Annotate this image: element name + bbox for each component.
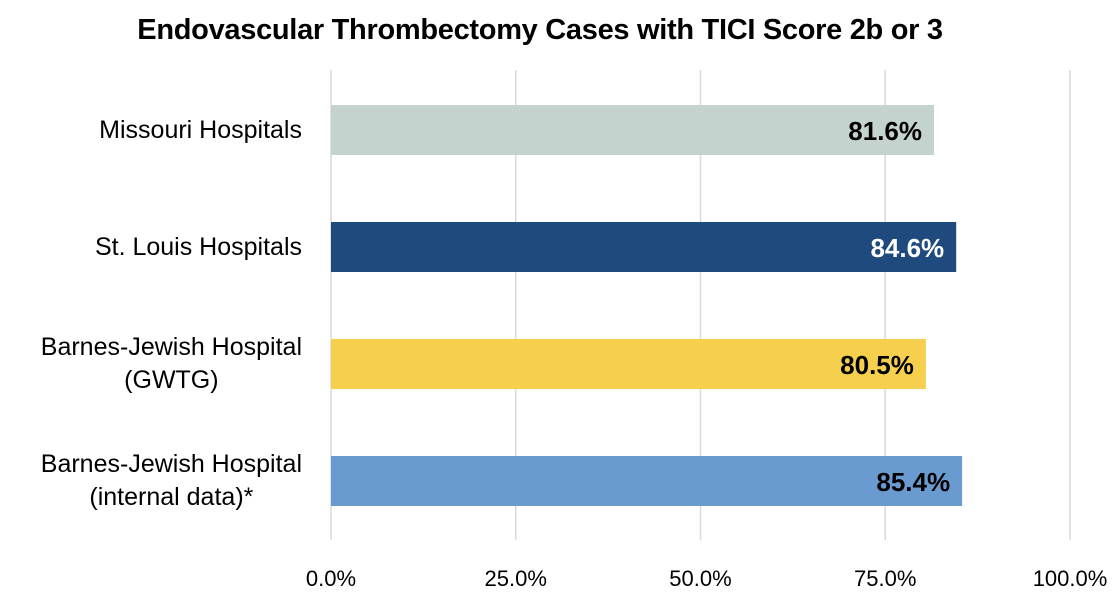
data-label-1: 84.6% xyxy=(870,233,944,263)
category-label-2-line-0: Barnes-Jewish Hospital xyxy=(40,333,302,361)
x-tick-label-1: 25.0% xyxy=(485,566,547,591)
bar-2 xyxy=(331,339,926,389)
bars xyxy=(331,105,963,506)
category-label-0-line-0: Missouri Hospitals xyxy=(99,115,302,144)
category-label-3-line-0: Barnes-Jewish Hospital xyxy=(40,450,302,478)
x-tick-label-4: 100.0% xyxy=(1033,566,1108,591)
x-tick-label-2: 50.0% xyxy=(669,566,731,591)
category-label-1-line-0: St. Louis Hospitals xyxy=(94,232,302,261)
x-axis-ticks: 0.0% 25.0% 50.0% 75.0% 100.0% xyxy=(306,566,1107,591)
chart-title: Endovascular Thrombectomy Cases with TIC… xyxy=(137,14,943,46)
data-label-3: 85.4% xyxy=(876,467,950,497)
x-tick-label-3: 75.0% xyxy=(854,566,916,591)
data-label-2: 80.5% xyxy=(840,350,914,380)
bar-1 xyxy=(331,222,957,272)
data-label-0: 81.6% xyxy=(848,116,922,146)
category-label-0: Missouri Hospitals xyxy=(99,114,302,147)
category-label-3: Barnes-Jewish Hospital (internal data)* xyxy=(41,448,302,514)
x-tick-label-0: 0.0% xyxy=(306,566,356,591)
category-label-2-line-1: (GWTG) xyxy=(124,366,219,394)
category-label-1: St. Louis Hospitals xyxy=(95,231,302,264)
category-label-3-line-1: (internal data)* xyxy=(89,483,254,511)
data-labels: 81.6% 84.6% 80.5% 85.4% xyxy=(840,116,950,497)
bar-3 xyxy=(331,456,963,506)
category-label-2: Barnes-Jewish Hospital (GWTG) xyxy=(41,331,302,397)
bar-0 xyxy=(331,105,935,155)
